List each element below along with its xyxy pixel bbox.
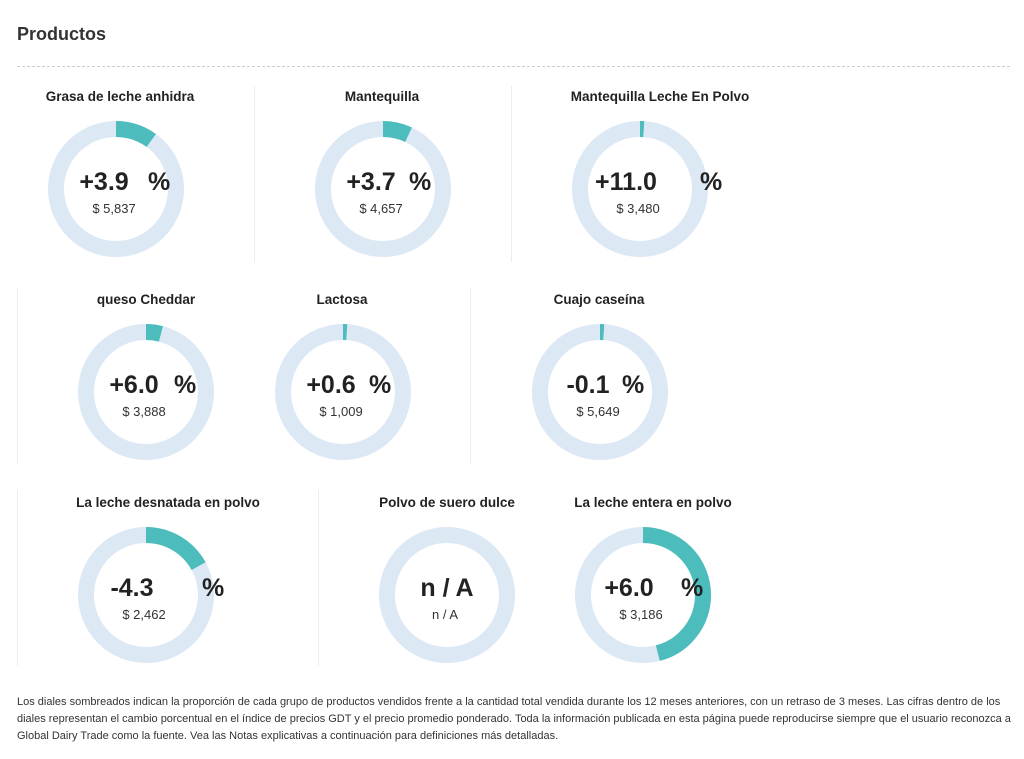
divider bbox=[17, 490, 18, 666]
dial-fill bbox=[572, 121, 708, 257]
share-dial bbox=[532, 324, 668, 460]
dial-track bbox=[379, 527, 515, 663]
divider bbox=[254, 86, 255, 262]
product-title: Grasa de leche anhidra bbox=[45, 89, 195, 104]
average-price: $ 5,649 bbox=[576, 404, 620, 419]
price-change: -0.1 bbox=[566, 371, 610, 399]
footnote: Los diales sombreados indican la proporc… bbox=[17, 696, 1011, 742]
price-change: +3.9 bbox=[79, 168, 129, 196]
price-change: +6.0 bbox=[604, 574, 654, 602]
average-price: $ 1,009 bbox=[319, 404, 363, 419]
divider bbox=[470, 288, 471, 464]
price-change: +3.7 bbox=[346, 168, 396, 196]
price-change: +11.0 bbox=[595, 168, 657, 196]
price-change: -4.3 bbox=[110, 574, 154, 602]
product-title: Lactosa bbox=[316, 292, 368, 307]
divider bbox=[17, 66, 1010, 67]
dial-fill bbox=[315, 121, 451, 257]
share-dial bbox=[78, 527, 214, 663]
percent-sign: % bbox=[369, 371, 392, 399]
average-price: $ 5,837 bbox=[92, 201, 136, 216]
percent-sign: % bbox=[409, 168, 432, 196]
divider bbox=[318, 490, 319, 666]
dial-fill bbox=[532, 324, 668, 460]
percent-sign: % bbox=[174, 371, 197, 399]
percent-sign: % bbox=[681, 574, 704, 602]
share-dial bbox=[315, 121, 451, 257]
share-dial bbox=[572, 121, 708, 257]
percent-sign: % bbox=[622, 371, 645, 399]
divider bbox=[17, 288, 18, 464]
dial-fill bbox=[275, 324, 411, 460]
average-price: $ 2,462 bbox=[122, 607, 166, 622]
share-dial bbox=[275, 324, 411, 460]
percent-sign: % bbox=[148, 168, 171, 196]
product-title: Polvo de suero dulce bbox=[379, 495, 515, 510]
percent-sign: % bbox=[700, 168, 723, 196]
share-dial bbox=[48, 121, 184, 257]
product-title: queso Cheddar bbox=[96, 292, 196, 307]
price-change: +0.6 bbox=[306, 371, 356, 399]
product-title: Mantequilla bbox=[344, 89, 420, 104]
product-title: Mantequilla Leche En Polvo bbox=[570, 89, 750, 104]
percent-sign: % bbox=[202, 574, 225, 602]
page-title: Productos bbox=[17, 24, 107, 44]
divider bbox=[511, 86, 512, 262]
average-price: $ 3,888 bbox=[122, 404, 166, 419]
product-title: La leche desnatada en polvo bbox=[76, 495, 260, 510]
share-dial bbox=[379, 527, 515, 663]
dial-fill bbox=[78, 527, 214, 663]
share-dial bbox=[575, 527, 711, 663]
product-title: La leche entera en polvo bbox=[574, 495, 732, 510]
dial-fill bbox=[575, 527, 711, 663]
share-dial bbox=[78, 324, 214, 460]
average-price: n / A bbox=[431, 607, 459, 622]
price-change: +6.0 bbox=[109, 371, 159, 399]
average-price: $ 3,480 bbox=[616, 201, 660, 216]
product-title: Cuajo caseína bbox=[553, 292, 645, 307]
price-change: n / A bbox=[420, 574, 474, 602]
average-price: $ 4,657 bbox=[359, 201, 403, 216]
dial-fill bbox=[48, 121, 184, 257]
dial-fill bbox=[78, 324, 214, 460]
average-price: $ 3,186 bbox=[619, 607, 663, 622]
